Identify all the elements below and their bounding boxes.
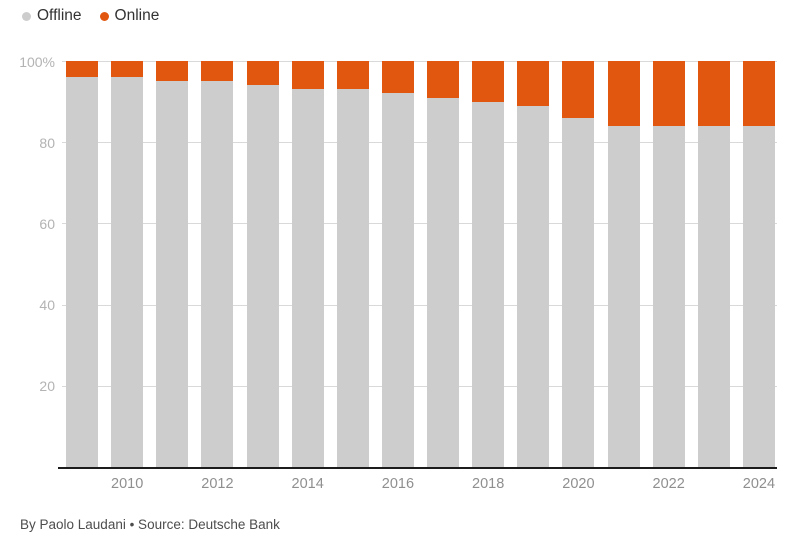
bar-2020 [562, 61, 595, 467]
online-segment [246, 61, 279, 86]
gridline-20: 20 [39, 378, 777, 394]
plot-area: 100% 80 60 40 20 2010 2012 2014 2016 2018 2020 202… [19, 54, 777, 492]
bar-2014 [291, 61, 324, 467]
x-axis-tick-label: 2016 [381, 476, 415, 492]
bar-2010 [111, 61, 144, 467]
x-axis-tick-label: 2024 [742, 476, 776, 492]
x-axis-tick-label: 2020 [562, 476, 595, 492]
online-segment [517, 61, 550, 106]
x-axis-tick-label [156, 476, 188, 492]
gridline-100: 100% [19, 54, 777, 70]
offline-segment [66, 77, 98, 467]
online-segment [562, 61, 595, 118]
bar-2011 [156, 61, 189, 467]
y-axis-tick-label: 80 [39, 134, 55, 151]
offline-segment [291, 89, 324, 467]
x-axis-tick-label: 2018 [472, 476, 505, 492]
online-segment [472, 61, 505, 102]
x-axis-labels: 2010 2012 2014 2016 2018 2020 2022 2024 [62, 476, 777, 492]
x-axis-tick-label [608, 476, 640, 492]
chart-byline: By Paolo Laudani • Source: Deutsche Bank [20, 517, 280, 532]
offline-segment [111, 77, 144, 467]
chart-legend: Offline Online [22, 7, 159, 25]
legend-item-offline: Offline [22, 7, 82, 25]
online-segment [336, 61, 369, 90]
online-segment [66, 61, 98, 78]
y-axis-tick-label: 60 [39, 215, 55, 232]
bar-2018 [472, 61, 505, 467]
bar-2021 [607, 61, 640, 467]
bar-2022 [652, 61, 685, 467]
offline-segment [246, 85, 279, 467]
legend-label-online: Online [114, 7, 160, 24]
bar-2009 [66, 61, 98, 467]
online-segment [156, 61, 189, 82]
bar-2019 [517, 61, 550, 467]
online-segment [291, 61, 324, 90]
y-axis-tick-label: 20 [39, 378, 55, 395]
x-axis-tick-label [698, 476, 730, 492]
offline-segment [607, 125, 640, 467]
online-segment [381, 61, 414, 94]
offline-segment [427, 97, 459, 467]
offline-legend-dot-icon [22, 11, 31, 21]
legend-item-online: Online [99, 7, 160, 25]
x-axis-tick-label: 2012 [201, 476, 234, 492]
gridline-40: 40 [39, 297, 777, 313]
x-axis-tick-label [517, 476, 549, 492]
bars-row [62, 61, 777, 467]
bar-2015 [336, 61, 369, 467]
offline-segment [742, 125, 775, 467]
x-axis-line [58, 467, 777, 469]
online-segment [427, 61, 459, 98]
gridline-60: 60 [39, 216, 777, 232]
online-segment [201, 61, 234, 82]
online-segment [697, 61, 730, 126]
x-axis-tick-label [337, 476, 369, 492]
x-axis-tick-label [66, 476, 98, 492]
x-axis-tick-label [247, 476, 279, 492]
bar-2023 [697, 61, 730, 467]
bar-2017 [427, 61, 459, 467]
y-axis-tick-label: 100% [19, 53, 55, 70]
offline-segment [381, 93, 414, 467]
online-segment [742, 61, 775, 126]
online-segment [607, 61, 640, 126]
offline-segment [562, 117, 595, 467]
x-axis-tick-label: 2010 [111, 476, 144, 492]
y-axis-tick-label: 40 [39, 297, 55, 314]
offline-segment [652, 125, 685, 467]
bar-2013 [246, 61, 279, 467]
offline-segment [156, 81, 189, 467]
gridline-80: 80 [39, 135, 777, 151]
bar-2024 [742, 61, 775, 467]
offline-segment [517, 105, 550, 467]
x-axis-tick-label [427, 476, 459, 492]
offline-segment [472, 101, 505, 467]
offline-segment [697, 125, 730, 467]
bar-2016 [381, 61, 414, 467]
offline-segment [336, 89, 369, 467]
bar-2012 [201, 61, 234, 467]
online-segment [652, 61, 685, 126]
online-segment [111, 61, 144, 78]
offline-segment [201, 81, 234, 467]
x-axis-tick-label: 2014 [291, 476, 324, 492]
legend-label-offline: Offline [37, 7, 82, 24]
online-legend-dot-icon [99, 11, 109, 21]
x-axis-tick-label: 2022 [652, 476, 685, 492]
